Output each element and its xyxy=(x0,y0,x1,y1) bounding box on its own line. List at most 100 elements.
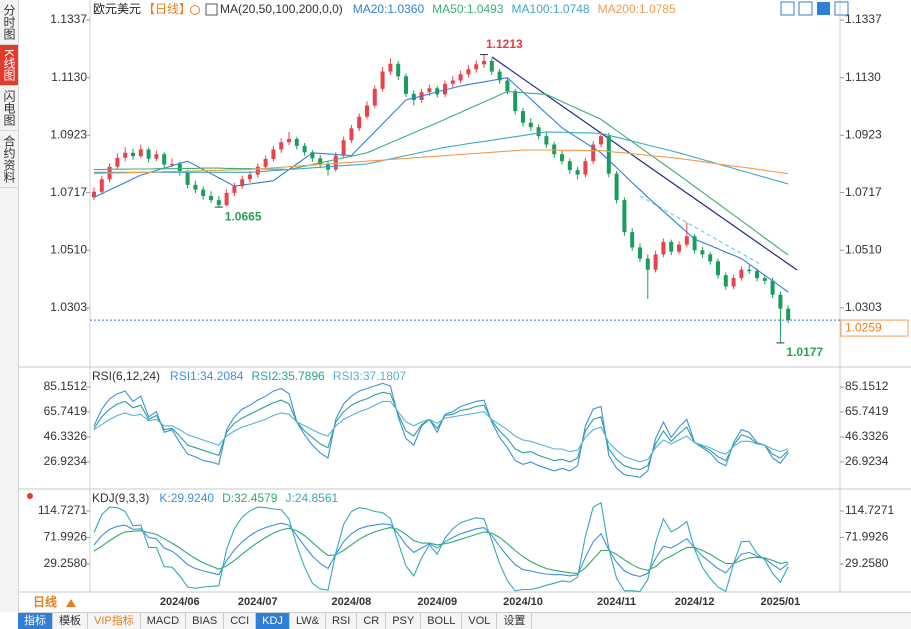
last-price-box xyxy=(840,319,909,337)
candle-body xyxy=(489,60,494,72)
candle-body xyxy=(123,152,128,158)
x-tick-label: 2024/11 xyxy=(597,596,636,608)
x-tick-label: 2024/07 xyxy=(238,596,278,608)
tool-icon[interactable] xyxy=(817,2,830,15)
y-tick-label-left: 114.7271 xyxy=(38,503,87,517)
candle-body xyxy=(185,172,190,185)
candle-body xyxy=(513,91,518,112)
candle-body xyxy=(310,152,315,159)
sidebar-tab[interactable]: 闪电图 xyxy=(0,86,18,132)
candle-body xyxy=(193,184,198,190)
candle-body xyxy=(372,88,377,106)
toolbar-item[interactable]: RSI xyxy=(326,613,358,629)
candle-body xyxy=(427,88,432,93)
candle-body xyxy=(606,136,611,174)
candle-body xyxy=(755,271,759,279)
toolbar-item[interactable]: MACD xyxy=(141,613,187,629)
candle-body xyxy=(474,64,479,70)
candle-body xyxy=(232,186,237,193)
candle-body xyxy=(645,258,650,270)
period-arrow[interactable] xyxy=(66,599,76,607)
sidebar-tab[interactable]: 合约资料 xyxy=(0,131,18,189)
tool-icon[interactable] xyxy=(780,1,795,16)
indicator-icon[interactable] xyxy=(27,493,33,499)
toolbar-item[interactable]: 指标 xyxy=(18,613,53,629)
candle-body xyxy=(248,174,252,180)
trend-line-dashed xyxy=(639,195,761,265)
candle-body xyxy=(614,173,619,201)
toolbar-item[interactable]: 模板 xyxy=(53,613,88,629)
candle-body xyxy=(279,142,284,150)
toolbar-item[interactable]: PSY xyxy=(386,613,422,629)
period-button[interactable]: 日线 xyxy=(33,594,57,609)
candle-body xyxy=(162,154,167,165)
indicator-title: KDJ(9,3,3) xyxy=(92,491,149,505)
y-tick-label-left: 1.0923 xyxy=(50,127,87,141)
candle-body xyxy=(669,241,674,252)
candle-body xyxy=(630,232,635,248)
toolbar-item[interactable]: 设置 xyxy=(497,613,533,629)
y-tick-label-left: 1.0510 xyxy=(50,242,87,256)
tool-icon[interactable] xyxy=(834,1,849,16)
candle-body xyxy=(653,254,658,270)
legend-entry: MA50:1.0493 xyxy=(432,2,504,16)
toolbar-item[interactable]: BOLL xyxy=(421,613,463,629)
y-tick-label-right: 26.9234 xyxy=(845,454,889,468)
y-tick-label-right: 46.3326 xyxy=(845,429,889,443)
series-line xyxy=(93,391,789,471)
candle-body xyxy=(521,111,525,123)
candle-body xyxy=(115,157,120,167)
candle-body xyxy=(435,88,440,95)
x-tick-label: 2024/12 xyxy=(675,596,715,608)
high-label: 1.1213 xyxy=(486,37,523,51)
candle-body xyxy=(739,269,744,279)
candle-body xyxy=(294,138,299,146)
y-tick-label-right: 71.9926 xyxy=(845,530,889,544)
toolbar-item[interactable]: VIP指标 xyxy=(88,613,141,629)
trend-line xyxy=(491,56,798,271)
add-icon[interactable] xyxy=(190,5,200,15)
candle-body xyxy=(723,275,728,287)
legend-entry: MA200:1.0785 xyxy=(598,2,676,16)
legend-entry: J:24.8561 xyxy=(285,491,338,505)
y-tick-label-right: 1.1130 xyxy=(845,70,881,84)
indicator-icon[interactable] xyxy=(205,3,218,16)
candle-body xyxy=(552,144,557,155)
toolbar-item[interactable]: CR xyxy=(357,613,387,629)
candle-body xyxy=(255,166,260,175)
toolbar-item[interactable]: BIAS xyxy=(186,613,225,629)
toolbar-item[interactable]: CCI xyxy=(224,613,257,629)
candle-body xyxy=(770,280,775,295)
legend-entry: D:32.4579 xyxy=(222,491,278,505)
candle-body xyxy=(271,149,276,159)
candle-body xyxy=(201,189,206,196)
toolbar: 指标 模板 VIP指标 MACD BIAS CCI KDJ LW& RSI CR PSY BOLL VO… xyxy=(18,612,911,629)
sidebar-tab[interactable]: 分时图 xyxy=(0,0,18,45)
symbol: 欧元美元 xyxy=(93,2,141,16)
candle-body xyxy=(263,158,268,167)
candle-body xyxy=(380,71,385,89)
candle-body xyxy=(396,63,401,77)
y-tick-label-left: 71.9926 xyxy=(44,530,88,544)
legend-entry: RSI2:35.7896 xyxy=(251,369,325,383)
toolbar-item[interactable]: VOL xyxy=(462,613,498,629)
series-line xyxy=(93,382,789,478)
candle-body xyxy=(528,122,533,128)
chart-area: 日线 1.1337 1.1337 1.1130 1.1130 1.0923 1.0923 1… xyxy=(18,0,911,609)
low-label: 1.0177 xyxy=(786,345,823,359)
y-tick-label-right: 1.1337 xyxy=(845,12,882,26)
indicator-title: RSI(6,12,24) xyxy=(92,369,160,383)
x-tick-label: 2024/09 xyxy=(417,596,457,608)
candle-body xyxy=(146,149,151,159)
candle-body xyxy=(318,158,323,165)
candle-body xyxy=(567,161,572,171)
candle-body xyxy=(411,93,416,100)
candle-body xyxy=(224,192,229,206)
candle-body xyxy=(443,83,447,95)
y-tick-label-left: 1.0303 xyxy=(50,300,87,314)
toolbar-item[interactable]: LW& xyxy=(290,613,326,629)
toolbar-item[interactable]: KDJ xyxy=(256,613,290,629)
candle-body xyxy=(692,236,697,251)
tool-icon[interactable] xyxy=(798,1,813,16)
sidebar-tab[interactable]: K线图 xyxy=(0,45,18,87)
